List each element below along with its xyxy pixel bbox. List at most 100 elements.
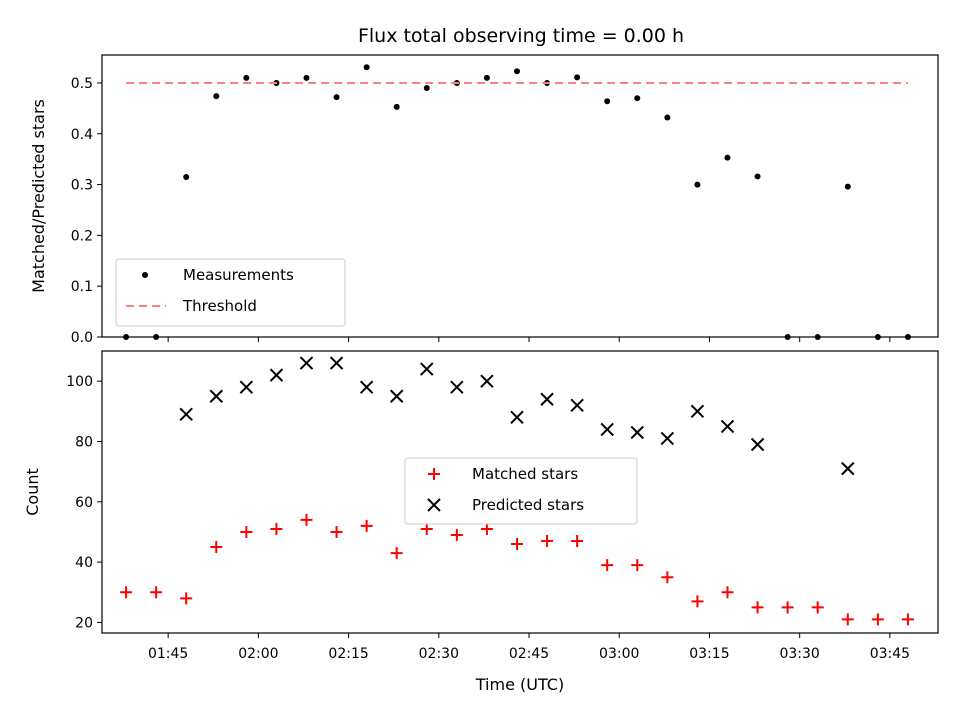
point-0-0-18 [664,114,671,121]
point-1-0-3 [210,541,223,554]
point-0-0-19 [694,181,701,188]
legend-marker-1-0 [428,468,440,480]
point-0-0-7 [333,94,340,101]
point-0-0-21 [754,173,761,180]
point-1-0-10 [420,522,433,535]
top-axes-frame [101,54,939,338]
y-tick-label-0-3: 0.3 [71,178,93,194]
point-1-0-22 [781,601,794,614]
point-0-0-13 [513,68,520,75]
legend-label-1-1: Predicted stars [472,496,584,514]
point-1-1-6 [359,380,374,394]
point-0-0-3 [213,93,220,100]
point-0-0-2 [183,173,190,180]
point-1-0-11 [450,528,463,541]
y-tick-label-0-4: 0.4 [71,127,93,143]
point-0-0-10 [423,85,430,92]
point-1-0-7 [330,525,343,538]
x-tick-label-8: 03:45 [870,646,910,662]
top-axes: 0.0 0.1 0.2 0.3 0.4 0.5 Matched/Predicted sta… [29,54,939,346]
bottom-marks [120,356,914,626]
point-1-1-19 [750,437,765,452]
point-1-1-4 [299,356,314,370]
point-1-0-0 [120,586,133,599]
point-1-0-12 [480,522,493,535]
point-1-0-13 [510,538,523,551]
point-1-0-15 [571,535,584,548]
x-tick-label-5: 03:00 [599,646,639,662]
point-1-1-7 [389,389,404,403]
point-1-0-2 [180,592,193,605]
point-1-1-10 [480,374,494,388]
top-legend: Measurements Threshold [115,258,346,327]
legend-marker-0-0 [142,272,148,278]
point-1-0-5 [270,522,283,535]
point-1-1-9 [450,380,464,394]
legend-marker-1-1 [427,498,441,512]
point-0-0-24 [844,183,851,190]
point-1-1-2 [239,380,254,394]
point-1-1-20 [841,461,855,476]
point-0-0-8 [363,64,370,71]
point-1-0-18 [661,571,674,584]
y-tick-label-0-2: 0.2 [71,228,93,244]
legend-box-1 [404,457,638,525]
x-tick-label-2: 02:15 [328,646,368,662]
y-tick-label-1-2: 60 [75,495,93,511]
point-0-0-15 [574,74,581,81]
y-tick-label-0-1: 0.1 [71,279,93,295]
legend-label-1-0: Matched stars [472,465,578,483]
bottom-xlabel: Time (UTC) [475,675,564,694]
point-0-0-17 [634,95,641,102]
legend-box-0 [115,258,346,327]
point-1-0-17 [631,559,644,572]
y-tick-label-1-3: 80 [75,434,93,450]
figure-title: Flux total observing time = 0.00 h [358,25,684,47]
point-1-0-26 [901,613,914,626]
point-1-0-21 [751,601,764,614]
point-0-0-4 [243,74,250,81]
point-0-0-20 [724,154,731,161]
point-1-0-19 [691,595,704,608]
point-1-1-12 [540,392,554,406]
x-tick-label-7: 03:30 [779,646,819,662]
point-1-1-14 [600,422,614,437]
point-1-1-11 [510,410,524,425]
top-ylabel: Matched/Predicted stars [29,99,48,293]
point-0-0-12 [483,74,490,81]
point-1-1-1 [209,389,223,403]
point-1-1-8 [420,362,434,376]
point-1-1-13 [570,398,584,412]
x-tick-label-4: 02:45 [509,646,549,662]
point-1-0-16 [601,559,614,572]
top-marks [123,64,911,340]
y-tick-label-0-5: 0.5 [71,76,93,92]
y-tick-label-1-1: 40 [75,555,93,571]
legend-label-0-0: Measurements [183,266,294,284]
point-1-0-25 [871,613,884,626]
point-1-0-4 [240,525,253,538]
bottom-axes-frame [101,350,939,634]
x-tick-label-3: 02:30 [419,646,459,662]
point-1-1-0 [179,407,193,422]
point-0-0-16 [604,98,611,105]
point-1-1-17 [690,404,705,419]
top-ticks: 0.0 0.1 0.2 0.3 0.4 0.5 [71,76,891,346]
point-1-0-1 [150,586,163,599]
y-tick-label-1-0: 20 [75,615,93,631]
point-1-1-16 [660,431,675,446]
legend-label-0-1: Threshold [182,297,257,315]
x-tick-label-6: 03:15 [689,646,729,662]
point-1-0-6 [300,513,313,526]
y-tick-label-1-4: 100 [66,374,93,390]
bottom-ticks: 20 40 60 80 100 01:45 02:00 02:15 02:30 02:45 03:0… [66,374,910,662]
point-0-0-9 [393,103,400,110]
point-1-1-5 [329,356,344,370]
point-0-0-6 [303,74,310,81]
bottom-axes: 20 40 60 80 100 01:45 02:00 02:15 02:30 02:45 03:0… [23,350,939,694]
point-1-1-3 [269,368,284,382]
point-1-1-18 [720,419,735,434]
point-1-0-23 [811,601,824,614]
x-tick-label-1: 02:00 [238,646,278,662]
